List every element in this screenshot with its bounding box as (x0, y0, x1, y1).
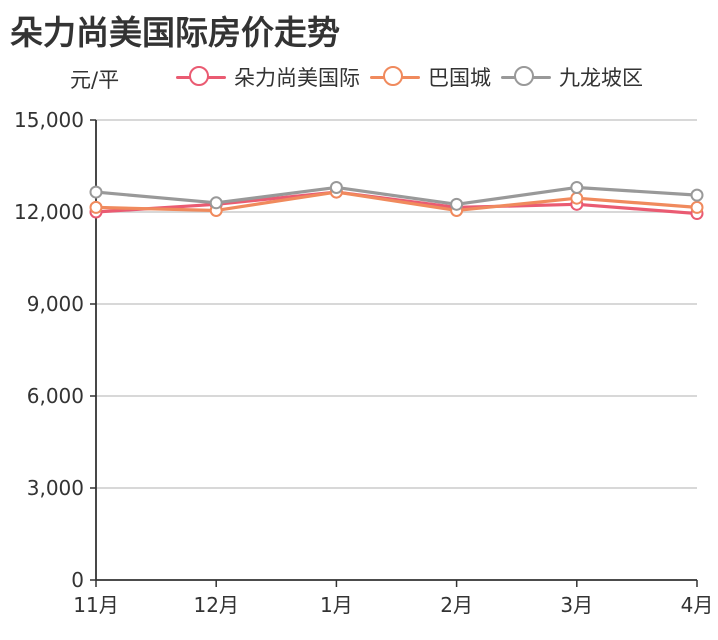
series-2-point[interactable] (690, 200, 704, 214)
y-tick-label: 0 (71, 568, 84, 592)
series-3-point[interactable] (209, 196, 223, 210)
chart-title: 朵力尚美国际房价走势 (10, 13, 340, 52)
series-3-point[interactable] (89, 185, 103, 199)
series-2-point[interactable] (89, 200, 103, 214)
legend-item-series-1[interactable]: 朵力尚美国际 (176, 62, 360, 92)
legend-marker-series-2 (370, 65, 420, 89)
series-3-point[interactable] (329, 180, 343, 194)
series-line-2 (94, 190, 699, 213)
label-layer: 0 3,000 6,000 9,000 12,000 15,000 11月 12月 1月 2月 3月… (14, 108, 713, 617)
legend-item-series-2[interactable]: 巴国城 (370, 62, 491, 92)
y-tick-label: 9,000 (27, 292, 84, 316)
x-tick-label: 4月 (681, 593, 714, 617)
legend-marker-series-1 (176, 65, 226, 89)
y-tick-label: 6,000 (27, 384, 84, 408)
y-tick-label: 12,000 (14, 200, 84, 224)
chart-legend: 朵力尚美国际 巴国城 九龙坡区 (176, 62, 643, 92)
legend-item-series-3[interactable]: 九龙坡区 (501, 62, 643, 92)
x-tick-label: 12月 (193, 593, 238, 617)
grid-layer (96, 119, 697, 489)
y-tick-label: 3,000 (27, 476, 84, 500)
legend-label-series-2: 巴国城 (428, 66, 491, 90)
legend-label-series-3: 九龙坡区 (559, 66, 643, 90)
x-tick-label: 2月 (440, 593, 473, 617)
series-2-point[interactable] (570, 191, 584, 205)
x-tick-label: 3月 (560, 593, 593, 617)
x-tick-label: 1月 (320, 593, 353, 617)
x-tick-label: 11月 (73, 593, 118, 617)
series-line-3 (94, 185, 699, 206)
legend-label-series-1: 朵力尚美国际 (234, 66, 360, 90)
legend-marker-series-3 (501, 65, 551, 89)
series-3-point[interactable] (450, 197, 464, 211)
series-3-point[interactable] (690, 188, 704, 202)
series-3-point[interactable] (570, 180, 584, 194)
y-tick-label: 15,000 (14, 108, 84, 132)
series-layer (89, 180, 704, 221)
y-axis-unit-label: 元/平 (70, 68, 120, 92)
